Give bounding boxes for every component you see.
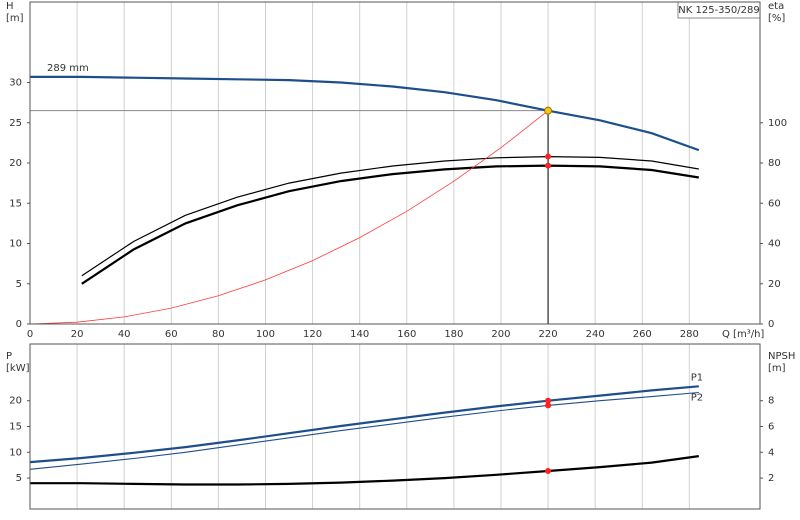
plot-frame [29, 343, 761, 510]
y2-axis-label: [m] [768, 363, 786, 374]
duty-marker [545, 397, 552, 404]
y-tick-label: 20 [9, 396, 22, 407]
y-tick-label: 30 [9, 78, 22, 89]
x-tick-label: 0 [27, 329, 33, 340]
x-tick-label: 240 [586, 329, 605, 340]
series-line [30, 75, 700, 152]
series-label: P2 [691, 392, 703, 403]
plot-frame [29, 1, 761, 325]
y2-tick-label: 100 [768, 118, 787, 129]
y2-tick-label: 60 [768, 198, 781, 209]
y-tick-label: 10 [9, 239, 22, 250]
duty-marker [545, 162, 552, 169]
x-tick-label: 160 [397, 329, 416, 340]
series-line [30, 455, 699, 486]
y-tick-label: 15 [9, 422, 22, 433]
y-tick-label: 25 [9, 118, 22, 129]
y-tick-label: 0 [16, 319, 22, 330]
y2-axis-label: eta [768, 1, 784, 12]
y-axis-label: P [6, 351, 12, 362]
y2-tick-label: 0 [768, 319, 774, 330]
series-line [29, 385, 699, 464]
y2-axis-label: NPSH [768, 351, 795, 362]
y-tick-label: 10 [9, 447, 22, 458]
series-line [81, 155, 699, 277]
x-tick-label: 280 [680, 329, 699, 340]
y-axis-label: H [6, 1, 14, 12]
y2-tick-label: 20 [768, 279, 781, 290]
y-tick-label: 5 [16, 473, 22, 484]
x-tick-label: 100 [256, 329, 275, 340]
y-tick-label: 20 [9, 158, 22, 169]
y2-tick-label: 40 [768, 239, 781, 250]
y-axis-label: [m] [6, 13, 24, 24]
series-line [29, 391, 699, 470]
duty-marker [545, 153, 552, 160]
series-line [81, 164, 699, 285]
x-tick-label: 260 [633, 329, 652, 340]
x-axis-label: Q [m³/h] [722, 329, 764, 340]
series-line [29, 110, 549, 325]
x-tick-label: 80 [212, 329, 225, 340]
x-tick-label: 20 [71, 329, 84, 340]
x-tick-label: 60 [165, 329, 178, 340]
y-axis-label: [kW] [6, 363, 30, 374]
x-tick-label: 200 [491, 329, 510, 340]
x-tick-label: 140 [350, 329, 369, 340]
x-tick-label: 220 [539, 329, 558, 340]
y-tick-label: 5 [16, 279, 22, 290]
y2-tick-label: 4 [768, 447, 774, 458]
duty-marker [545, 467, 552, 474]
chart-title: NK 125-350/289 [678, 5, 759, 16]
x-tick-label: 40 [118, 329, 131, 340]
x-tick-label: 180 [444, 329, 463, 340]
duty-marker [545, 402, 552, 409]
y2-tick-label: 2 [768, 473, 774, 484]
y2-axis-label: [%] [768, 13, 785, 24]
y2-tick-label: 8 [768, 396, 774, 407]
y-tick-label: 15 [9, 198, 22, 209]
y2-tick-label: 6 [768, 422, 774, 433]
series-label: 289 mm [47, 63, 89, 74]
series-label: P1 [691, 372, 703, 383]
x-tick-label: 120 [303, 329, 322, 340]
duty-point [544, 106, 553, 115]
y2-tick-label: 80 [768, 158, 781, 169]
